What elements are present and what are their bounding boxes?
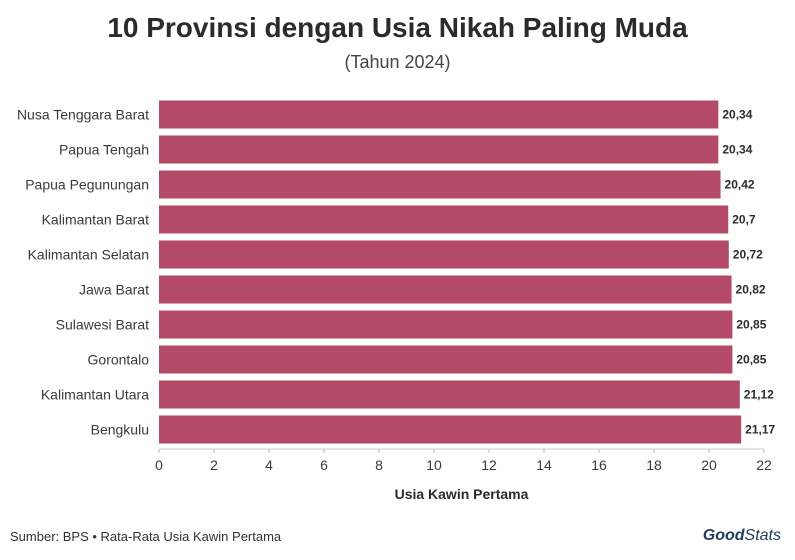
x-tick-label: 22 <box>756 457 772 473</box>
x-tick-label: 6 <box>320 457 328 473</box>
bar <box>159 415 742 444</box>
bars-layer: Nusa Tenggara Barat 20,34 Papua Tengah 20,3… <box>17 100 776 444</box>
x-tick-label: 10 <box>426 457 442 473</box>
x-axis: 0 2 4 6 8 10 12 14 16 18 20 22 <box>155 448 772 473</box>
x-tick-label: 8 <box>375 457 383 473</box>
bar <box>159 135 719 164</box>
bar <box>159 275 732 304</box>
value-label: 20,72 <box>733 248 763 262</box>
bar <box>159 170 721 199</box>
value-label: 21,17 <box>745 423 775 437</box>
category-label: Jawa Barat <box>79 282 149 298</box>
value-label: 21,12 <box>744 388 774 402</box>
x-tick-label: 16 <box>591 457 607 473</box>
x-tick-label: 2 <box>210 457 218 473</box>
bar <box>159 100 719 129</box>
category-label: Kalimantan Selatan <box>28 247 149 263</box>
brand-logo: GoodStats <box>702 527 781 544</box>
value-label: 20,85 <box>736 353 766 367</box>
x-tick-label: 14 <box>536 457 552 473</box>
value-label: 20,34 <box>722 108 752 122</box>
bar <box>159 380 740 409</box>
chart-title: 10 Provinsi dengan Usia Nikah Paling Mud… <box>107 12 688 43</box>
source-note: Sumber: BPS • Rata-Rata Usia Kawin Perta… <box>10 529 282 544</box>
category-label: Papua Tengah <box>59 142 149 158</box>
category-label: Gorontalo <box>88 352 150 368</box>
bar-chart: Nusa Tenggara Barat 20,34 Papua Tengah 20,3… <box>17 100 776 502</box>
value-label: 20,34 <box>722 143 752 157</box>
category-label: Kalimantan Utara <box>41 387 149 403</box>
bar <box>159 205 729 234</box>
x-tick-label: 20 <box>701 457 717 473</box>
category-label: Kalimantan Barat <box>42 212 150 228</box>
value-label: 20,82 <box>736 283 766 297</box>
x-tick-label: 4 <box>265 457 273 473</box>
bar <box>159 310 733 339</box>
x-tick-label: 0 <box>155 457 163 473</box>
bar <box>159 345 733 374</box>
category-label: Nusa Tenggara Barat <box>17 107 149 123</box>
value-label: 20,42 <box>725 178 755 192</box>
value-label: 20,7 <box>732 213 756 227</box>
value-label: 20,85 <box>736 318 766 332</box>
x-tick-label: 18 <box>646 457 662 473</box>
category-label: Sulawesi Barat <box>56 317 149 333</box>
x-axis-title: Usia Kawin Pertama <box>395 486 529 502</box>
chart-subtitle: (Tahun 2024) <box>344 52 451 72</box>
bar <box>159 240 729 269</box>
category-label: Bengkulu <box>91 422 149 438</box>
category-label: Papua Pegunungan <box>25 177 149 193</box>
x-tick-label: 12 <box>481 457 497 473</box>
